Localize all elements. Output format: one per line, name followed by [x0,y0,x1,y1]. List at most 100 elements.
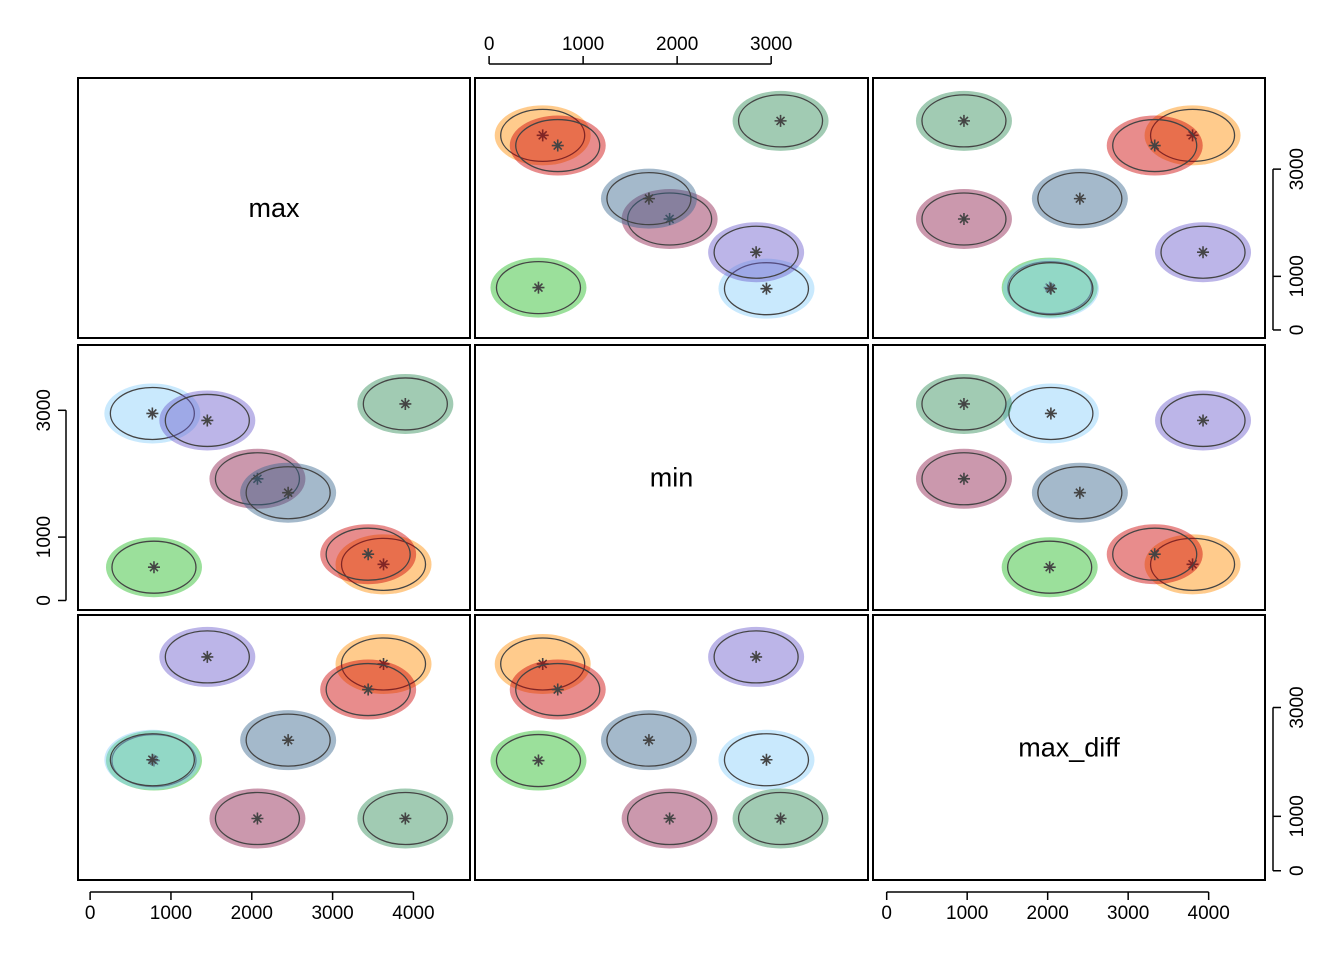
cluster-center [201,414,214,427]
cluster-center [760,753,773,766]
cluster-ellipse [921,192,1007,246]
cluster-ellipse [1149,108,1236,163]
y-tick-label: 0 [34,595,55,606]
cluster-ellipse [340,537,427,592]
cluster-center [1148,548,1161,561]
cluster-ellipse [495,260,582,315]
cluster-ellipse [362,791,448,846]
variable-label: max_diff [1018,733,1120,763]
cluster-center [1073,192,1086,205]
cluster-ellipse [1160,225,1246,279]
cluster-ellipse [109,733,196,787]
variable-label: min [650,463,694,493]
cluster-center [1044,407,1057,420]
x-tick-label: 3000 [311,903,353,924]
cluster-ellipse [723,733,810,787]
cluster-center [362,683,375,696]
cluster-center [957,114,970,127]
cluster-ellipse [1037,171,1123,226]
cluster-center [760,282,773,295]
cluster-center [1044,282,1057,295]
cluster-ellipse [1008,386,1094,441]
cluster-center [536,657,549,670]
y-tick-label: 3000 [1287,686,1308,728]
cluster-center [774,114,787,127]
cluster-center [1073,486,1086,499]
cluster-center [1186,129,1199,142]
panel [474,344,869,611]
cluster-ellipse [214,791,301,846]
cluster-ellipse [111,540,197,594]
cluster-ellipse [164,630,250,684]
cluster-center [362,548,375,561]
cluster-center [282,734,295,747]
cluster-center [399,812,412,825]
cluster-center [957,397,970,410]
panel-points [104,626,454,849]
cluster-center [377,558,390,571]
cluster-ellipse [1008,262,1094,316]
cluster-ellipse [1112,527,1198,581]
cluster-center [663,212,676,225]
y-tick-label: 0 [1287,325,1308,336]
cluster-ellipse [515,118,601,173]
x-tick-label: 0 [881,903,892,924]
x-tick-label: 1000 [946,903,988,924]
cluster-ellipse [737,791,824,846]
cluster-center [957,212,970,225]
cluster-center [642,192,655,205]
cluster-ellipse [1007,540,1093,594]
x-tick-label: 3000 [750,34,792,55]
panel [872,344,1266,611]
y-tick-label: 1000 [34,516,55,558]
cluster-ellipse [340,637,427,691]
y-tick-label: 0 [1287,865,1308,876]
panel [77,614,471,881]
x-tick-label: 4000 [392,903,434,924]
cluster-center [1043,561,1056,574]
cluster-ellipse [362,377,448,431]
cluster-center [957,472,970,485]
cluster-ellipse [1149,537,1236,592]
cluster-center [399,397,412,410]
cluster-ellipse [626,192,713,246]
cluster-ellipse [713,630,799,684]
cluster-center [750,246,763,259]
cluster-center [663,812,676,825]
x-tick-label: 2000 [231,903,273,924]
cluster-ellipse [245,713,331,767]
panel [77,77,471,339]
x-tick-label: 3000 [1107,903,1149,924]
y-tick-label: 1000 [1287,795,1308,837]
cluster-ellipse [111,733,197,788]
cluster-center [774,812,787,825]
cluster-ellipse [606,713,692,767]
cluster-center [147,561,160,574]
panel-points [915,373,1252,598]
cluster-ellipse [1007,260,1093,315]
cluster-center [532,281,545,294]
cluster-ellipse [1037,466,1123,520]
x-tick-label: 2000 [1027,903,1069,924]
cluster-ellipse [737,94,824,148]
cluster-center [251,812,264,825]
cluster-ellipse [109,386,196,441]
cluster-center [201,650,214,663]
cluster-center [551,139,564,152]
cluster-ellipse [723,262,810,316]
cluster-center [146,407,159,420]
cluster-center [642,734,655,747]
y-tick-label: 1000 [1287,255,1308,297]
cluster-ellipse [325,527,411,581]
cluster-ellipse [500,637,586,691]
variable-label: max [248,193,300,223]
cluster-center [536,129,549,142]
cluster-center [750,650,763,663]
cluster-ellipse [515,662,601,717]
cluster-center [532,754,545,767]
cluster-center [1148,139,1161,152]
cluster-ellipse [214,452,301,506]
cluster-center [551,683,564,696]
panel [474,614,869,881]
